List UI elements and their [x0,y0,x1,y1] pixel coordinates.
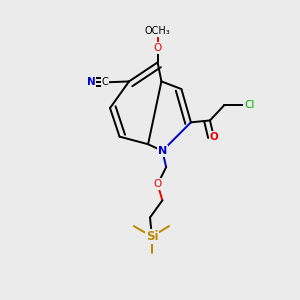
Text: N: N [158,146,167,156]
Text: C: C [102,77,109,87]
Text: Si: Si [146,230,158,243]
Text: O: O [209,132,218,142]
Text: OCH₃: OCH₃ [145,26,170,36]
Text: Cl: Cl [244,100,255,110]
Text: N: N [87,77,95,87]
Text: O: O [154,43,162,53]
Text: O: O [154,179,162,189]
